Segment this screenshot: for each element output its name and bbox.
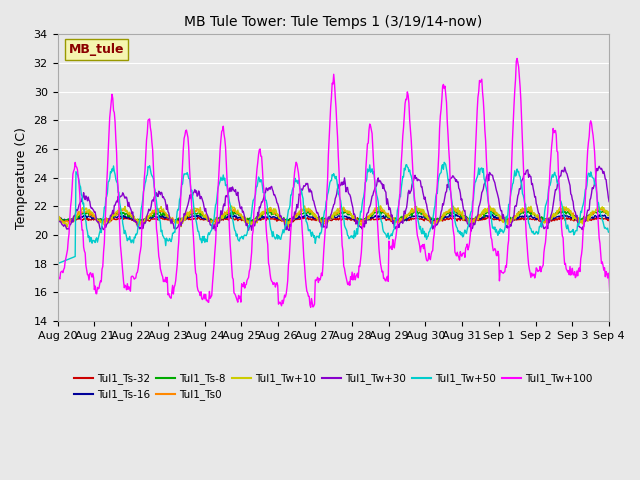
- Tul1_Ts0: [260, 211, 268, 216]
- Tul1_Ts0: [54, 214, 61, 220]
- Tul1_Ts-32: [123, 216, 131, 222]
- Tul1_Ts-8: [414, 211, 422, 217]
- Tul1_Ts-32: [283, 217, 291, 223]
- Tul1_Tw+10: [485, 203, 493, 208]
- Tul1_Ts0: [413, 207, 421, 213]
- Tul1_Tw+100: [123, 287, 131, 293]
- Tul1_Tw+100: [307, 304, 314, 310]
- Tul1_Tw+10: [283, 218, 291, 224]
- Tul1_Ts-8: [105, 220, 113, 226]
- Line: Tul1_Tw+30: Tul1_Tw+30: [58, 163, 640, 231]
- Line: Tul1_Ts-8: Tul1_Ts-8: [58, 210, 640, 223]
- Tul1_Tw+10: [124, 208, 131, 214]
- Tul1_Ts-8: [447, 212, 455, 217]
- Line: Tul1_Ts-32: Tul1_Ts-32: [58, 217, 640, 223]
- Tul1_Ts-8: [54, 214, 61, 219]
- Tul1_Tw+100: [447, 183, 454, 189]
- Tul1_Ts0: [123, 207, 131, 213]
- Tul1_Ts-32: [232, 216, 239, 222]
- Tul1_Ts-8: [232, 211, 239, 216]
- Tul1_Tw+30: [260, 194, 268, 200]
- Tul1_Ts0: [283, 221, 291, 227]
- Tul1_Tw+30: [413, 175, 420, 180]
- Tul1_Tw+10: [447, 208, 454, 214]
- Legend: Tul1_Ts-32, Tul1_Ts-16, Tul1_Ts-8, Tul1_Ts0, Tul1_Tw+10, Tul1_Tw+30, Tul1_Tw+50,: Tul1_Ts-32, Tul1_Ts-16, Tul1_Ts-8, Tul1_…: [70, 369, 596, 405]
- Title: MB Tule Tower: Tule Temps 1 (3/19/14-now): MB Tule Tower: Tule Temps 1 (3/19/14-now…: [184, 15, 483, 29]
- Tul1_Ts-32: [368, 214, 376, 220]
- Tul1_Tw+50: [440, 159, 448, 165]
- Tul1_Tw+100: [282, 291, 290, 297]
- Tul1_Ts-16: [445, 212, 453, 217]
- Tul1_Tw+30: [467, 228, 475, 234]
- Tul1_Ts0: [282, 221, 290, 227]
- Tul1_Tw+10: [413, 207, 421, 213]
- Y-axis label: Temperature (C): Temperature (C): [15, 127, 28, 228]
- Tul1_Ts-8: [124, 211, 131, 217]
- Tul1_Ts-16: [123, 216, 131, 221]
- Tul1_Ts-8: [375, 207, 383, 213]
- Tul1_Ts0: [447, 206, 454, 212]
- Tul1_Tw+50: [54, 249, 61, 255]
- Line: Tul1_Tw+10: Tul1_Tw+10: [58, 205, 640, 227]
- Tul1_Ts-16: [413, 213, 420, 218]
- Tul1_Ts-32: [414, 216, 422, 221]
- Tul1_Tw+30: [633, 160, 640, 166]
- Tul1_Ts-32: [54, 217, 61, 223]
- Tul1_Tw+10: [261, 209, 269, 215]
- Tul1_Tw+100: [54, 273, 61, 279]
- Tul1_Tw+30: [445, 179, 453, 184]
- Tul1_Tw+10: [54, 216, 61, 222]
- Tul1_Ts-16: [282, 217, 290, 223]
- Tul1_Ts0: [632, 204, 640, 209]
- Tul1_Tw+50: [283, 217, 291, 223]
- Tul1_Ts-16: [452, 211, 460, 217]
- Line: Tul1_Ts0: Tul1_Ts0: [58, 206, 640, 224]
- Tul1_Tw+50: [447, 193, 455, 199]
- Tul1_Tw+30: [123, 194, 131, 200]
- Tul1_Tw+100: [260, 187, 268, 193]
- Tul1_Tw+100: [413, 232, 421, 238]
- Line: Tul1_Tw+100: Tul1_Tw+100: [58, 59, 640, 307]
- Tul1_Tw+100: [231, 291, 239, 297]
- Tul1_Ts0: [231, 205, 239, 211]
- Tul1_Tw+100: [513, 56, 521, 61]
- Tul1_Tw+50: [232, 228, 239, 234]
- Tul1_Tw+30: [54, 209, 61, 215]
- Line: Tul1_Tw+50: Tul1_Tw+50: [58, 162, 640, 264]
- Tul1_Ts-16: [260, 214, 268, 219]
- Text: MB_tule: MB_tule: [68, 43, 124, 56]
- Tul1_Ts-32: [212, 220, 220, 226]
- Tul1_Tw+30: [231, 189, 239, 194]
- Tul1_Ts-16: [54, 216, 61, 222]
- Tul1_Tw+50: [124, 238, 131, 243]
- Tul1_Ts-32: [261, 216, 269, 221]
- Tul1_Ts-16: [466, 219, 474, 225]
- Tul1_Ts-32: [447, 216, 455, 221]
- Tul1_Tw+30: [282, 227, 290, 232]
- Tul1_Tw+10: [232, 208, 239, 214]
- Tul1_Ts-8: [283, 216, 291, 222]
- Tul1_Tw+50: [54, 261, 62, 266]
- Tul1_Ts-16: [231, 213, 239, 218]
- Tul1_Tw+50: [413, 211, 421, 217]
- Line: Tul1_Ts-16: Tul1_Ts-16: [58, 214, 640, 222]
- Tul1_Ts-8: [261, 210, 269, 216]
- Tul1_Tw+10: [63, 224, 70, 230]
- Tul1_Tw+50: [261, 190, 269, 196]
